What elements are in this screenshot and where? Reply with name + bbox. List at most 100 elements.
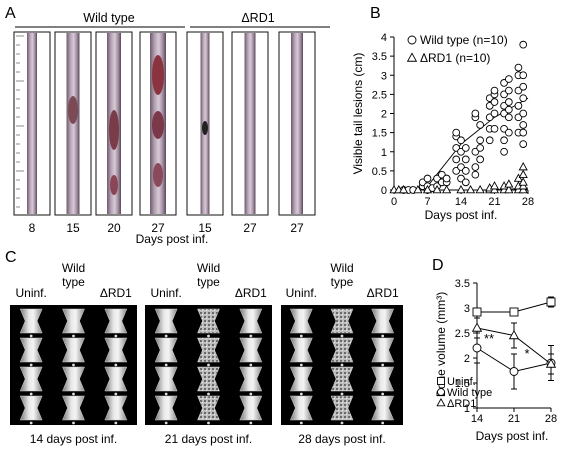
- scan-dot: [249, 421, 253, 425]
- micro-ct-scans: Uninf. Wild type ΔRD1 14 days post inf. Uninf…: [10, 261, 403, 446]
- y-tick-label: 3.5: [372, 51, 387, 63]
- legend-marker: [436, 397, 446, 407]
- column-header: Uninf.: [150, 286, 181, 300]
- legend-label-rd1: ΔRD1 (n=10): [420, 51, 490, 65]
- y-tick-label: 1.5: [372, 128, 387, 140]
- y-tick-label: 3: [381, 70, 387, 82]
- data-point-wild-type: [485, 136, 494, 145]
- panel-label-b: B: [370, 5, 381, 22]
- column-header-line: type: [62, 275, 85, 289]
- scan-dot: [164, 363, 168, 367]
- data-point-wild-type: [505, 105, 513, 114]
- data-point-rd1: [518, 169, 528, 178]
- data-point-uninf: [546, 297, 556, 307]
- scan-dot: [207, 363, 210, 367]
- data-point-wild-type: [476, 155, 484, 164]
- column-header-line: Wild: [330, 261, 353, 275]
- vertebra-scan: [371, 308, 395, 334]
- scan-dot: [29, 421, 33, 425]
- photo-day-label: 15: [66, 221, 80, 235]
- scan-dot: [381, 421, 385, 425]
- lesion-mark: [110, 175, 118, 195]
- scan-dot: [72, 421, 75, 425]
- tail-image: [27, 33, 37, 214]
- vertebra-scan: [104, 395, 128, 421]
- vertebra-scan: [104, 337, 128, 363]
- column-header-line: type: [197, 275, 220, 289]
- vertebra-scan: [197, 308, 220, 334]
- vertebra-scan: [289, 366, 313, 392]
- vertebra-scan: [289, 337, 313, 363]
- data-point-wild-type: [471, 170, 480, 179]
- data-point-wild-type: [500, 136, 508, 145]
- data-point-wild-type: [519, 71, 528, 80]
- column-header: Uninf.: [15, 286, 46, 300]
- vertebra-scan: [371, 337, 395, 363]
- photo-day-label: 27: [151, 221, 165, 235]
- column-header: Uninf.: [286, 286, 317, 300]
- x-tick-label: 14: [455, 196, 467, 208]
- data-point-wild-type: [505, 75, 513, 83]
- scan-dot: [72, 363, 75, 367]
- panel-a-xlabel: Days post inf.: [136, 232, 209, 246]
- x-axis-label: Days post inf.: [476, 429, 549, 443]
- tail-image: [244, 33, 256, 214]
- data-point-wild-type: [471, 163, 480, 171]
- lesion-mark: [152, 111, 164, 139]
- y-tick-label: 0: [381, 185, 387, 197]
- panel-label-d: D: [432, 257, 444, 274]
- scan-dot: [29, 363, 33, 367]
- vertebra-scan: [104, 366, 128, 392]
- vertebra-scan: [197, 366, 220, 392]
- scan-dot: [72, 392, 75, 396]
- scan-caption: 14 days post inf.: [30, 432, 117, 446]
- scan-dot: [299, 334, 303, 338]
- column-header: ΔRD1: [235, 286, 267, 300]
- panel-label-c: C: [5, 249, 17, 266]
- vertebra-scan: [154, 308, 178, 334]
- lesion-mark: [68, 96, 78, 124]
- data-point-wild-type: [461, 155, 470, 164]
- scan-dot: [340, 421, 344, 425]
- data-point-rd1: [456, 184, 466, 194]
- vertebra-scan: [239, 395, 263, 421]
- significance-marker: **: [484, 331, 494, 346]
- data-point-wild-type: [505, 86, 513, 95]
- legend-label: Wild type: [447, 387, 492, 399]
- vertebra-scan: [197, 337, 220, 363]
- data-point-wild-type: [519, 140, 528, 148]
- data-point-wild-type: [461, 144, 470, 152]
- scan-caption: 21 days post inf.: [165, 432, 252, 446]
- vertebra-scan: [239, 337, 263, 363]
- data-point-wild-type: [519, 121, 528, 129]
- y-axis-label: Bone volume (mm³): [434, 292, 448, 397]
- vertebra-scan: [154, 366, 178, 392]
- y-tick-label: 2: [464, 353, 470, 365]
- lesion-mark: [152, 55, 164, 95]
- lesion-mark: [153, 163, 163, 187]
- data-point-rd1: [442, 184, 452, 194]
- data-point-rd1: [545, 358, 557, 368]
- x-tick-label: 0: [391, 196, 397, 208]
- vertebra-scan: [330, 395, 354, 421]
- scan-caption: 28 days post inf.: [298, 432, 385, 446]
- y-tick-label: 1.5: [455, 378, 470, 390]
- data-point-uninf: [509, 307, 519, 317]
- y-tick-label: 0.5: [372, 166, 387, 178]
- vertebra-scan: [19, 308, 43, 334]
- data-point-wild-type: [471, 109, 480, 118]
- y-axis-label: Visible tail lesions (cm): [351, 53, 365, 175]
- data-point-rd1: [518, 177, 528, 186]
- data-point-rd1: [471, 322, 483, 332]
- scan-dot: [72, 334, 75, 338]
- data-point-wild-type: [476, 144, 484, 152]
- vertebra-scan: [62, 308, 85, 334]
- legend-label: ΔRD1: [447, 398, 476, 410]
- vertebra-scan: [330, 337, 354, 363]
- scan-dot: [207, 334, 210, 338]
- vertebra-scan: [154, 337, 178, 363]
- data-point-wild-type: [519, 94, 528, 103]
- panel-label-a: A: [5, 5, 16, 22]
- legend-marker: [437, 388, 445, 396]
- data-point-rd1: [432, 184, 442, 194]
